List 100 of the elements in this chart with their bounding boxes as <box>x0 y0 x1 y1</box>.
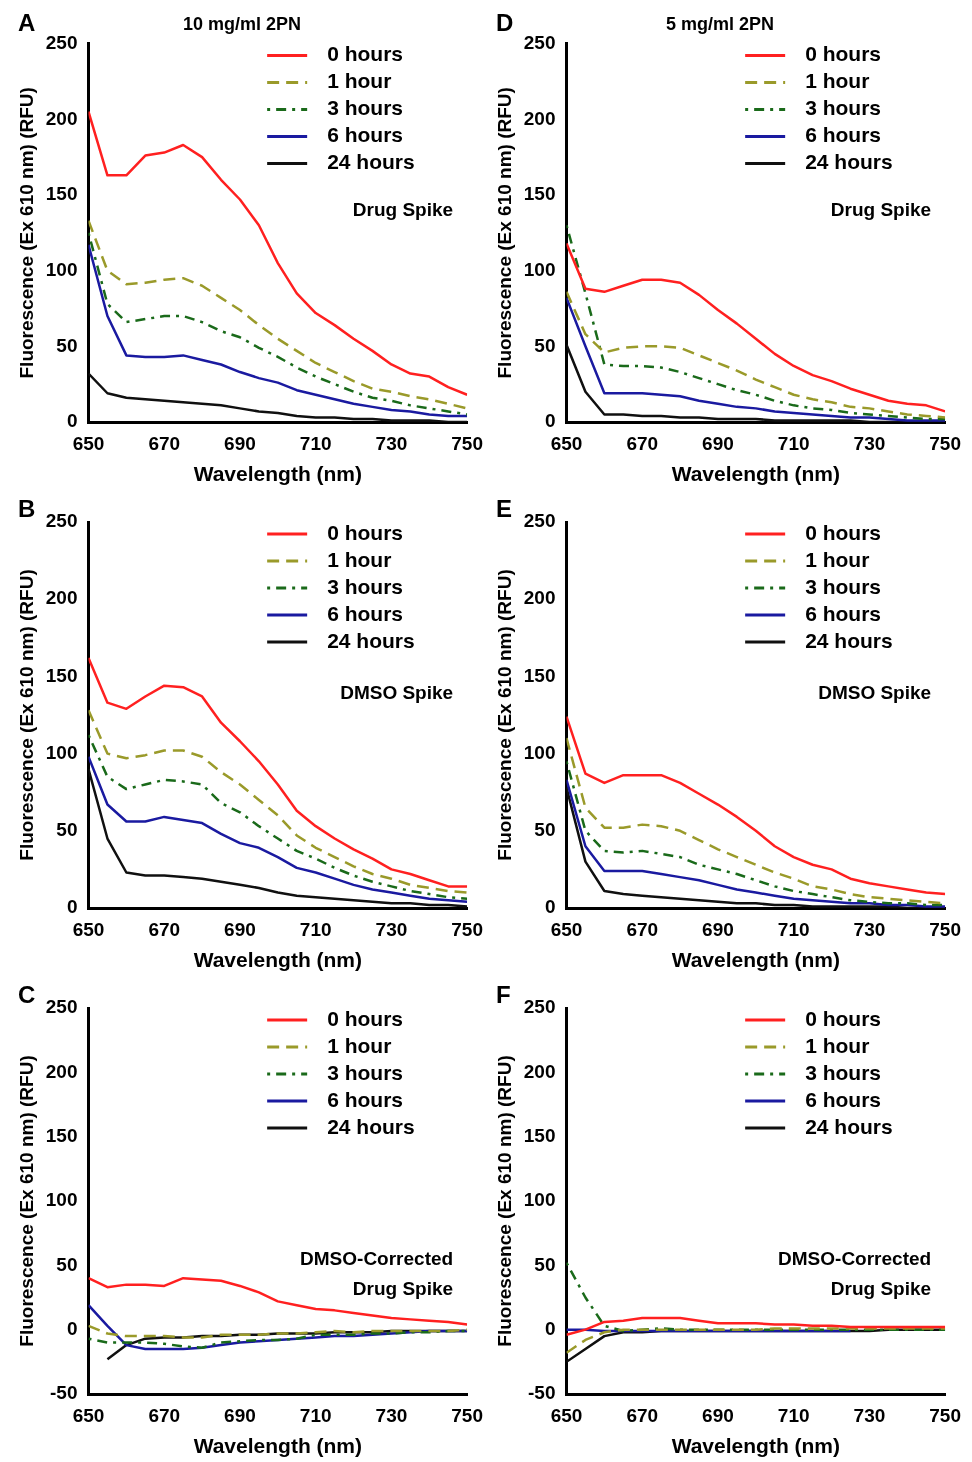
legend-label: 3 hours <box>805 96 882 120</box>
y-tick-label: 0 <box>544 896 556 918</box>
legend-label: 24 hours <box>327 150 415 174</box>
legend-label: 0 hours <box>327 520 404 544</box>
chart-title: 10 mg/ml 2PN <box>182 13 302 34</box>
x-axis-title: Wavelength (nm) <box>671 1434 841 1458</box>
y-tick-label: 50 <box>534 1253 556 1275</box>
x-tick-label: 650 <box>72 432 105 454</box>
annotation: Drug Spike <box>352 198 454 220</box>
x-tick-label: 730 <box>375 918 408 940</box>
x-tick-label: 670 <box>626 1404 659 1426</box>
text: D <box>496 8 514 36</box>
y-tick-label: -50 <box>528 1382 556 1404</box>
y-tick-label: 100 <box>45 1189 78 1211</box>
y-tick-label: 150 <box>45 183 78 205</box>
y-tick-label: 50 <box>534 819 556 841</box>
y-tick-label: 50 <box>56 1253 78 1275</box>
legend-label: 0 hours <box>805 520 882 544</box>
legend-label: 1 hour <box>327 1033 392 1057</box>
x-tick-label: 690 <box>702 1404 734 1426</box>
text: B <box>18 494 36 522</box>
annotation: Drug Spike <box>830 198 932 220</box>
y-axis-title: Fluorescence (Ex 610 nm) (RFU) <box>493 87 515 379</box>
y-tick-label: 50 <box>56 819 78 841</box>
legend-label: 1 hour <box>805 1033 870 1057</box>
y-tick-label: 200 <box>523 587 556 609</box>
annotation: Drug Spike <box>830 1277 932 1299</box>
x-axis-title: Wavelength (nm) <box>193 948 363 972</box>
legend-label: 6 hours <box>327 1087 404 1111</box>
legend-label: 24 hours <box>805 150 893 174</box>
x-tick-label: 650 <box>550 1404 583 1426</box>
y-tick-label: 150 <box>523 183 556 205</box>
legend-label: 1 hour <box>327 69 392 93</box>
x-tick-label: 750 <box>929 1404 961 1426</box>
x-tick-label: 730 <box>853 1404 886 1426</box>
x-tick-label: 650 <box>550 918 583 940</box>
legend-label: 24 hours <box>805 628 893 652</box>
legend-label: 6 hours <box>327 123 404 147</box>
y-tick-label: 0 <box>544 410 556 432</box>
x-axis-title: Wavelength (nm) <box>671 948 841 972</box>
y-tick-label: 250 <box>45 510 78 532</box>
legend-label: 6 hours <box>327 601 404 625</box>
x-tick-label: 750 <box>451 1404 483 1426</box>
x-tick-label: 710 <box>777 1404 810 1426</box>
x-tick-label: 690 <box>224 432 256 454</box>
x-tick-label: 690 <box>224 1404 256 1426</box>
y-tick-label: 200 <box>45 587 78 609</box>
x-tick-label: 750 <box>929 918 961 940</box>
y-tick-label: 100 <box>523 741 556 763</box>
annotation: DMSO-Corrected <box>300 1247 454 1269</box>
y-axis-title: Fluorescence (Ex 610 nm) (RFU) <box>493 1055 515 1347</box>
legend-label: 3 hours <box>327 574 404 598</box>
text: C <box>18 980 36 1008</box>
y-tick-label: 100 <box>45 741 78 763</box>
y-tick-label: 0 <box>66 896 78 918</box>
x-tick-label: 730 <box>853 432 886 454</box>
legend-label: 6 hours <box>805 123 882 147</box>
legend-label: 1 hour <box>805 547 870 571</box>
y-tick-label: 0 <box>544 1317 556 1339</box>
y-tick-label: 250 <box>45 996 78 1018</box>
y-tick-label: 100 <box>523 258 556 280</box>
y-tick-label: 50 <box>56 334 78 356</box>
x-tick-label: 710 <box>777 918 810 940</box>
legend-label: 1 hour <box>805 69 870 93</box>
x-tick-label: 730 <box>375 432 408 454</box>
legend-label: 0 hours <box>327 1006 404 1030</box>
y-axis-title: Fluorescence (Ex 610 nm) (RFU) <box>15 569 37 861</box>
x-tick-label: 710 <box>777 432 810 454</box>
x-tick-label: 670 <box>148 432 181 454</box>
x-tick-label: 650 <box>72 1404 105 1426</box>
annotation: DMSO Spike <box>340 681 454 703</box>
x-tick-label: 750 <box>451 918 483 940</box>
y-tick-label: 150 <box>523 1124 556 1146</box>
x-tick-label: 670 <box>626 918 659 940</box>
x-tick-label: 730 <box>853 918 886 940</box>
y-tick-label: 200 <box>45 107 78 129</box>
legend-label: 1 hour <box>327 547 392 571</box>
text: A <box>18 8 36 36</box>
x-tick-label: 690 <box>702 918 734 940</box>
x-tick-label: 710 <box>299 432 332 454</box>
y-tick-label: 250 <box>523 31 556 53</box>
x-tick-label: 650 <box>550 432 583 454</box>
x-tick-label: 670 <box>148 1404 181 1426</box>
x-tick-label: 710 <box>299 918 332 940</box>
x-tick-label: 650 <box>72 918 105 940</box>
y-tick-label: 50 <box>534 334 556 356</box>
y-tick-label: 150 <box>45 664 78 686</box>
x-axis-title: Wavelength (nm) <box>671 462 841 486</box>
y-tick-label: 250 <box>523 996 556 1018</box>
y-tick-label: 150 <box>523 664 556 686</box>
legend-label: 24 hours <box>327 628 415 652</box>
x-axis-title: Wavelength (nm) <box>193 1434 363 1458</box>
legend-label: 3 hours <box>805 574 882 598</box>
y-tick-label: -50 <box>50 1382 78 1404</box>
legend-label: 24 hours <box>805 1114 893 1138</box>
y-tick-label: 100 <box>523 1189 556 1211</box>
x-tick-label: 750 <box>451 432 483 454</box>
legend-label: 24 hours <box>327 1114 415 1138</box>
y-tick-label: 200 <box>523 107 556 129</box>
y-tick-label: 200 <box>45 1060 78 1082</box>
